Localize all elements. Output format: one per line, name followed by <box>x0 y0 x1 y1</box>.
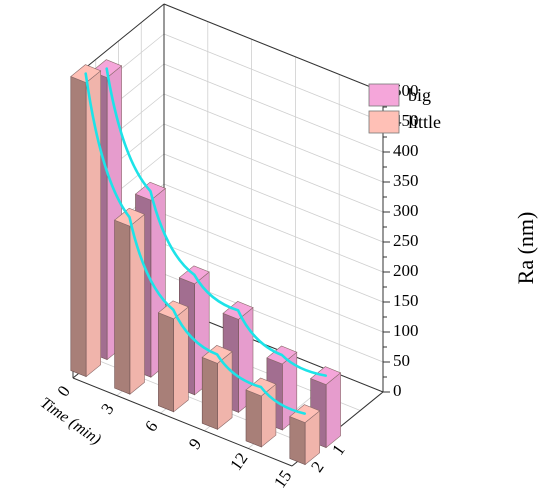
y-tick-label: 2 <box>307 458 327 476</box>
grid-line <box>163 63 384 153</box>
bar-little <box>157 300 189 413</box>
grid-line <box>163 153 384 243</box>
legend-label-little: little <box>408 112 441 132</box>
legend: big little <box>368 83 441 134</box>
trend-line-big <box>105 67 327 377</box>
bar-little <box>114 207 146 395</box>
grid-line <box>163 243 384 333</box>
grid-line <box>163 93 384 183</box>
legend-swatch-big <box>368 83 400 107</box>
z-axis-label: Ra (nm) <box>513 212 538 285</box>
y-tick-label: 1 <box>328 441 348 459</box>
bar-little <box>289 404 321 466</box>
z-tick-label: 400 <box>393 141 419 160</box>
legend-swatch-little <box>368 110 400 134</box>
trend-lines <box>84 67 327 415</box>
z-tick-label: 100 <box>393 321 419 340</box>
z-tick-label: 200 <box>393 261 419 280</box>
z-tick-label: 0 <box>393 381 402 400</box>
z-tick-label: 150 <box>393 291 419 310</box>
z-tick-label: 300 <box>393 201 419 220</box>
legend-label-big: big <box>408 85 431 105</box>
z-tick-label: 50 <box>393 351 410 370</box>
bar-little <box>245 377 277 448</box>
z-tick-label: 350 <box>393 171 419 190</box>
z-tick-label: 250 <box>393 231 419 250</box>
x-tick-label: 3 <box>97 400 117 418</box>
grid-line <box>163 123 384 213</box>
x-tick-label: 9 <box>185 435 205 453</box>
x-axis-label: Time (min) <box>37 394 104 448</box>
axis-frame <box>72 377 293 467</box>
bar-little <box>70 64 102 378</box>
bar-layer <box>70 59 342 466</box>
bar-little <box>201 345 233 431</box>
x-tick-label: 12 <box>226 449 251 474</box>
x-tick-label: 15 <box>270 467 295 492</box>
grid-line <box>163 183 384 273</box>
grid-line <box>163 213 384 303</box>
axis-frame <box>163 3 384 93</box>
x-tick-label: 6 <box>141 417 161 435</box>
x-tick-label: 0 <box>53 382 73 400</box>
trend-line-little <box>84 72 306 415</box>
grid-line <box>163 33 384 123</box>
